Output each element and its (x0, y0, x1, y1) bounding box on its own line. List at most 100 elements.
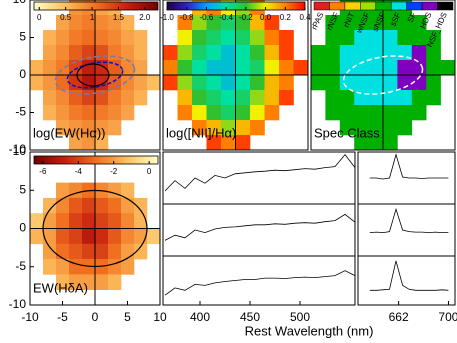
map-pixel (95, 135, 109, 151)
map-pixel (43, 105, 57, 121)
map-pixel (325, 75, 341, 91)
map-pixel (383, 105, 398, 121)
map-pixel (56, 274, 70, 290)
map-pixel (43, 30, 57, 46)
map-pixel (192, 75, 207, 91)
map-pixel (192, 30, 207, 46)
y-tick-label: 5 (19, 30, 26, 44)
map-pixel (82, 60, 96, 76)
map-pixel (30, 228, 44, 245)
map-pixel (221, 90, 236, 106)
map-pixel (325, 15, 341, 31)
map-pixel (177, 60, 193, 76)
class-swatch (313, 1, 330, 11)
map-pixel (264, 105, 280, 121)
map-pixel (69, 45, 83, 61)
map-pixel (43, 90, 57, 106)
map-pixel (368, 45, 384, 61)
map-pixel (235, 45, 251, 61)
colorbar-tick-label: 1.5 (113, 13, 125, 22)
map-pixel (43, 75, 57, 91)
map-pixel (411, 15, 427, 31)
colorbar-tick-label: 0 (147, 167, 152, 176)
map-pixel (354, 105, 369, 121)
map-pixel (56, 60, 70, 76)
panel-label: log([NII]/Hα) (166, 125, 236, 140)
map-pixel (293, 60, 309, 76)
class-label: rPAS (310, 11, 326, 31)
colorbar (166, 1, 306, 11)
map-pixel (221, 75, 236, 91)
class-swatch (390, 1, 407, 11)
map-pixel (56, 15, 70, 31)
map-pixel (206, 60, 222, 76)
colorbar-tick-label: 0.0 (260, 13, 272, 22)
x-tick-label: 400 (190, 310, 210, 324)
map-pixel (250, 30, 265, 46)
colorbar-tick-label: 2.0 (139, 13, 151, 22)
map-pixel (121, 213, 135, 229)
map-pixel (206, 45, 222, 61)
map-pixel (235, 120, 251, 136)
colorbar-tick-label: 0.2 (280, 13, 292, 22)
map-pixel (411, 30, 427, 46)
map-pixel (108, 90, 122, 106)
map-pixel (177, 90, 193, 106)
map-pixel (177, 105, 193, 121)
colorbar (33, 1, 159, 11)
aperture-ellipse (342, 55, 424, 95)
map-pixel (397, 75, 413, 91)
aperture-ellipse (54, 55, 136, 95)
colorbar-tick-label: -2 (110, 167, 118, 176)
panel-label: EW(HδA) (33, 280, 88, 295)
class-swatch (437, 1, 454, 11)
map-pixel (69, 135, 83, 151)
y-tick-label: 10 (13, 0, 27, 6)
map-pixel (82, 213, 96, 229)
map-pixel (383, 90, 398, 106)
map-pixel (82, 259, 96, 275)
map-pixel (383, 15, 398, 31)
map-pixel (95, 15, 109, 31)
map-pixel (397, 15, 413, 31)
map-pixel (325, 30, 341, 46)
map-pixel (397, 60, 413, 76)
map-pixel (235, 135, 251, 151)
colorbar-tick-label: -0.8 (180, 13, 194, 22)
map-pixel (250, 60, 265, 76)
map-pixel (121, 30, 135, 46)
map-pixel (177, 30, 193, 46)
panel-frame (162, 0, 309, 151)
map-pixel (134, 75, 148, 91)
map-pixel (250, 120, 265, 136)
map-pixel (177, 75, 193, 91)
class-swatch (360, 1, 377, 11)
map-pixel (411, 60, 427, 76)
y-tick-label: 0 (19, 67, 26, 81)
map-pixel (221, 105, 236, 121)
x-tick-label: -10 (21, 310, 39, 324)
map-pixel (279, 75, 294, 91)
map-pixel (354, 45, 369, 61)
map-pixel (56, 197, 70, 214)
map-pixel (311, 45, 326, 61)
map-pixel (121, 243, 135, 260)
map-pixel (368, 135, 384, 151)
map-pixel (221, 45, 236, 61)
map-pixel (397, 105, 413, 121)
map-pixel (95, 60, 109, 76)
colorbar-tick-label: -0.6 (200, 13, 214, 22)
map-pixel (108, 105, 122, 121)
map-pixel (43, 228, 57, 245)
map-pixel (221, 60, 236, 76)
map-pixel (206, 75, 222, 91)
map-pixel (95, 243, 109, 260)
map-pixel (397, 120, 413, 136)
map-pixel (69, 30, 83, 46)
map-pixel (264, 15, 280, 31)
map-pixel (206, 15, 222, 31)
map-pixel (147, 75, 161, 91)
map-pixel (43, 213, 57, 229)
map-pixel (368, 60, 384, 76)
map-pixel (339, 105, 355, 121)
